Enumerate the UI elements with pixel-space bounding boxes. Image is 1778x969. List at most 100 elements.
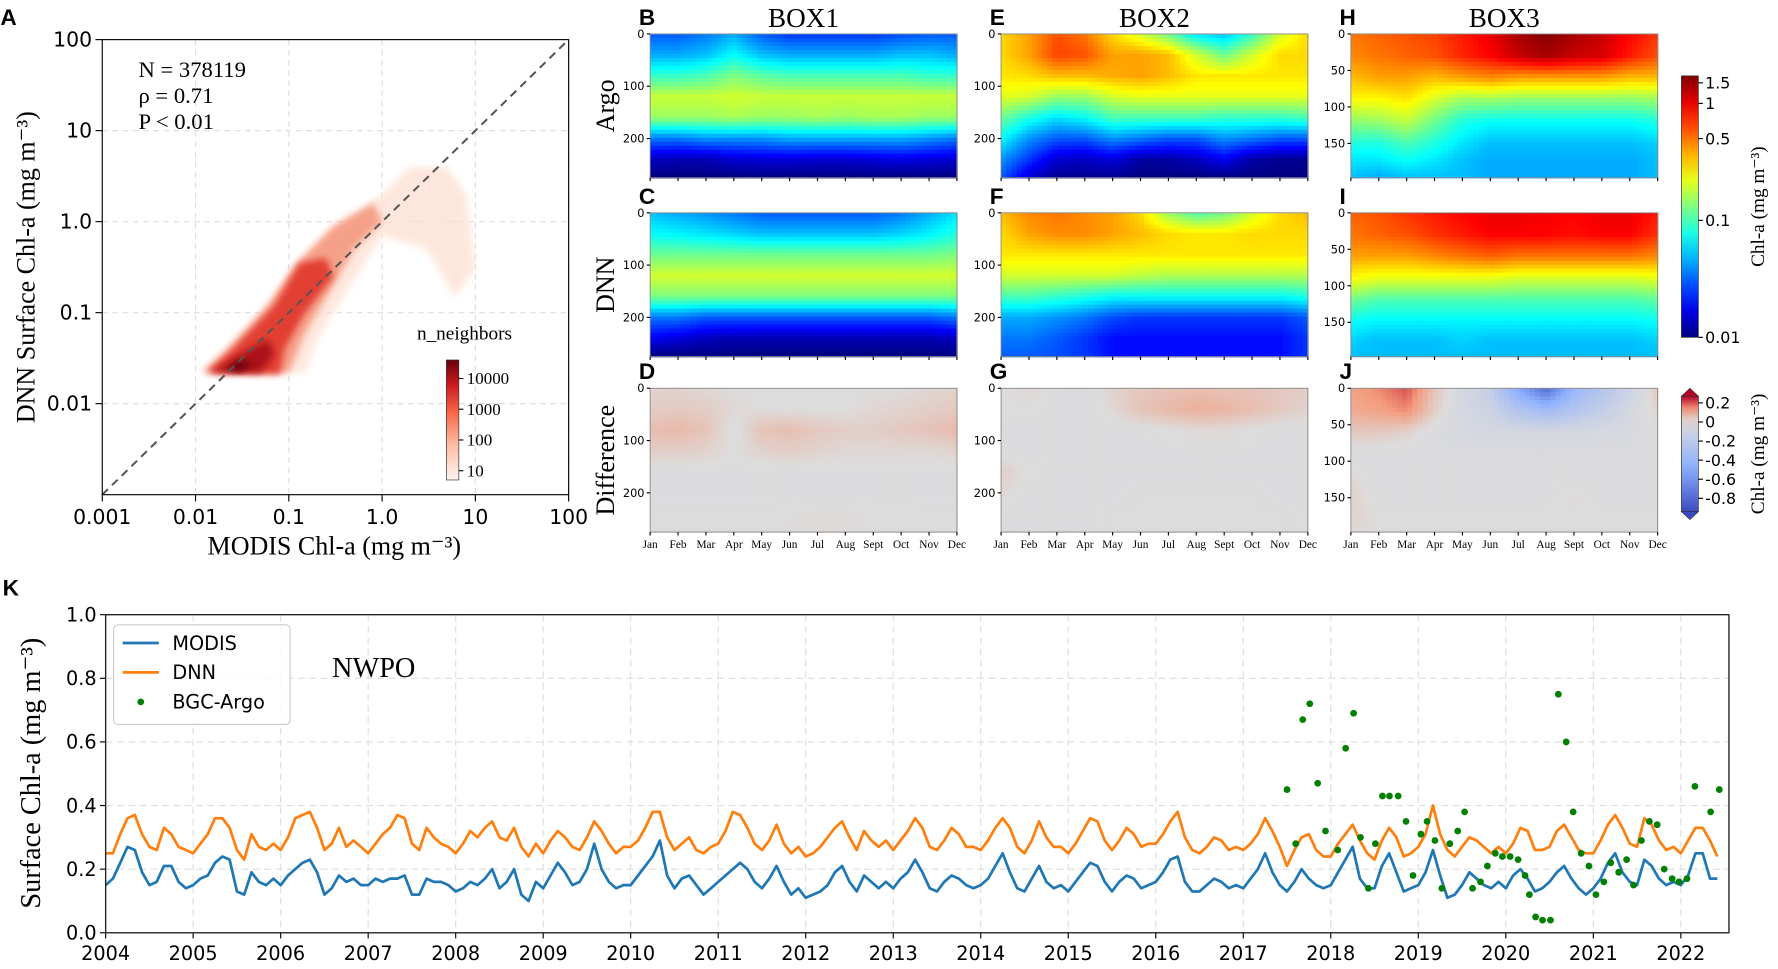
heatmap-cell (747, 94, 753, 99)
heatmap-cell (844, 130, 850, 135)
heatmap-cell (778, 154, 784, 159)
heatmap-cell (681, 90, 687, 95)
heatmap-cell (860, 166, 866, 171)
heatmap-cell (809, 412, 815, 417)
heatmap-cell (885, 58, 891, 63)
depth-tick-label: 200 (623, 310, 645, 324)
heatmap-cell (798, 126, 804, 131)
heatmap-cell (916, 154, 922, 159)
heatmap-cell (819, 82, 825, 87)
heatmap-cell (706, 58, 712, 63)
heatmap-cell (701, 114, 707, 119)
heatmap-cell (660, 50, 666, 55)
heatmap-cell (834, 273, 840, 278)
heatmap-cell (901, 388, 907, 393)
heatmap-cell (758, 388, 764, 393)
heatmap-cell (839, 98, 845, 103)
heatmap-cell (896, 313, 902, 318)
heatmap-cell (870, 269, 876, 274)
heatmap-cell (747, 146, 753, 151)
heatmap-cell (911, 289, 917, 294)
heatmap-cell (916, 122, 922, 127)
heatmap-cell (747, 396, 753, 401)
heatmap-cell (819, 118, 825, 123)
heatmap-cell (947, 142, 953, 147)
heatmap-cell (681, 102, 687, 107)
heatmap-cell (921, 78, 927, 83)
heatmap-cell (936, 388, 942, 393)
heatmap-cell (834, 217, 840, 222)
heatmap-cell (936, 245, 942, 250)
heatmap-cell (650, 400, 656, 405)
heatmap-cell (676, 297, 682, 302)
heatmap-cell (890, 217, 896, 222)
heatmap-cell (865, 301, 871, 306)
heatmap-cell (860, 345, 866, 350)
heatmap-cell (706, 321, 712, 326)
heatmap-cell (752, 94, 758, 99)
heatmap-cell (936, 154, 942, 159)
heatmap-cell (911, 146, 917, 151)
heatmap-cell (942, 269, 948, 274)
heatmap-cell (793, 345, 799, 350)
heatmap-cell (865, 269, 871, 274)
heatmap-cell (691, 66, 697, 71)
heatmap-cell (691, 420, 697, 425)
heatmap-cell (870, 396, 876, 401)
heatmap-cell (860, 106, 866, 111)
heatmap-cell (931, 150, 937, 155)
heatmap-cell (681, 404, 687, 409)
heatmap-cell (681, 301, 687, 306)
heatmap-cell (906, 420, 912, 425)
heatmap-cell (742, 412, 748, 417)
heatmap-cell (691, 213, 697, 218)
heatmap-cell (768, 66, 774, 71)
heatmap-cell (931, 293, 937, 298)
heatmap-cell (655, 289, 661, 294)
heatmap-cell (793, 221, 799, 226)
heatmap-cell (865, 42, 871, 47)
heatmap-cell (921, 277, 927, 282)
heatmap-cell (773, 261, 779, 266)
heatmap-cell (947, 269, 953, 274)
heatmap-cell (747, 110, 753, 115)
heatmap-cell (906, 333, 912, 338)
heatmap-cell (804, 54, 810, 59)
heatmap-cell (655, 158, 661, 163)
heatmap-cell (768, 225, 774, 230)
heatmap-cell (931, 229, 937, 234)
heatmap-cell (798, 317, 804, 322)
heatmap-cell (737, 150, 743, 155)
heatmap-cell (691, 94, 697, 99)
heatmap-cell (901, 118, 907, 123)
heatmap-cell (701, 289, 707, 294)
heatmap-cell (870, 281, 876, 286)
heatmap-cell (727, 106, 733, 111)
heatmap-cell (829, 102, 835, 107)
heatmap-cell (947, 50, 953, 55)
heatmap-cell (901, 114, 907, 119)
heatmap-cell (926, 118, 932, 123)
heatmap-cell (916, 170, 922, 175)
heatmap-cell (839, 217, 845, 222)
heatmap-cell (865, 66, 871, 71)
heatmap-cell (839, 110, 845, 115)
heatmap-cell (671, 305, 677, 310)
heatmap-cell (798, 86, 804, 91)
heatmap-cell (742, 82, 748, 87)
heatmap-cell (819, 42, 825, 47)
heatmap-cell (896, 34, 902, 39)
heatmap-cell (916, 345, 922, 350)
heatmap-cell (860, 412, 866, 417)
heatmap-cell (890, 142, 896, 147)
heatmap-cell (671, 285, 677, 290)
heatmap-cell (865, 110, 871, 115)
heatmap-cell (732, 106, 738, 111)
heatmap-cell (671, 98, 677, 103)
heatmap-cell (732, 273, 738, 278)
heatmap-cell (722, 273, 728, 278)
heatmap-cell (839, 50, 845, 55)
heatmap-cell (686, 78, 692, 83)
heatmap-cell (758, 337, 764, 342)
heatmap-cell (752, 261, 758, 266)
